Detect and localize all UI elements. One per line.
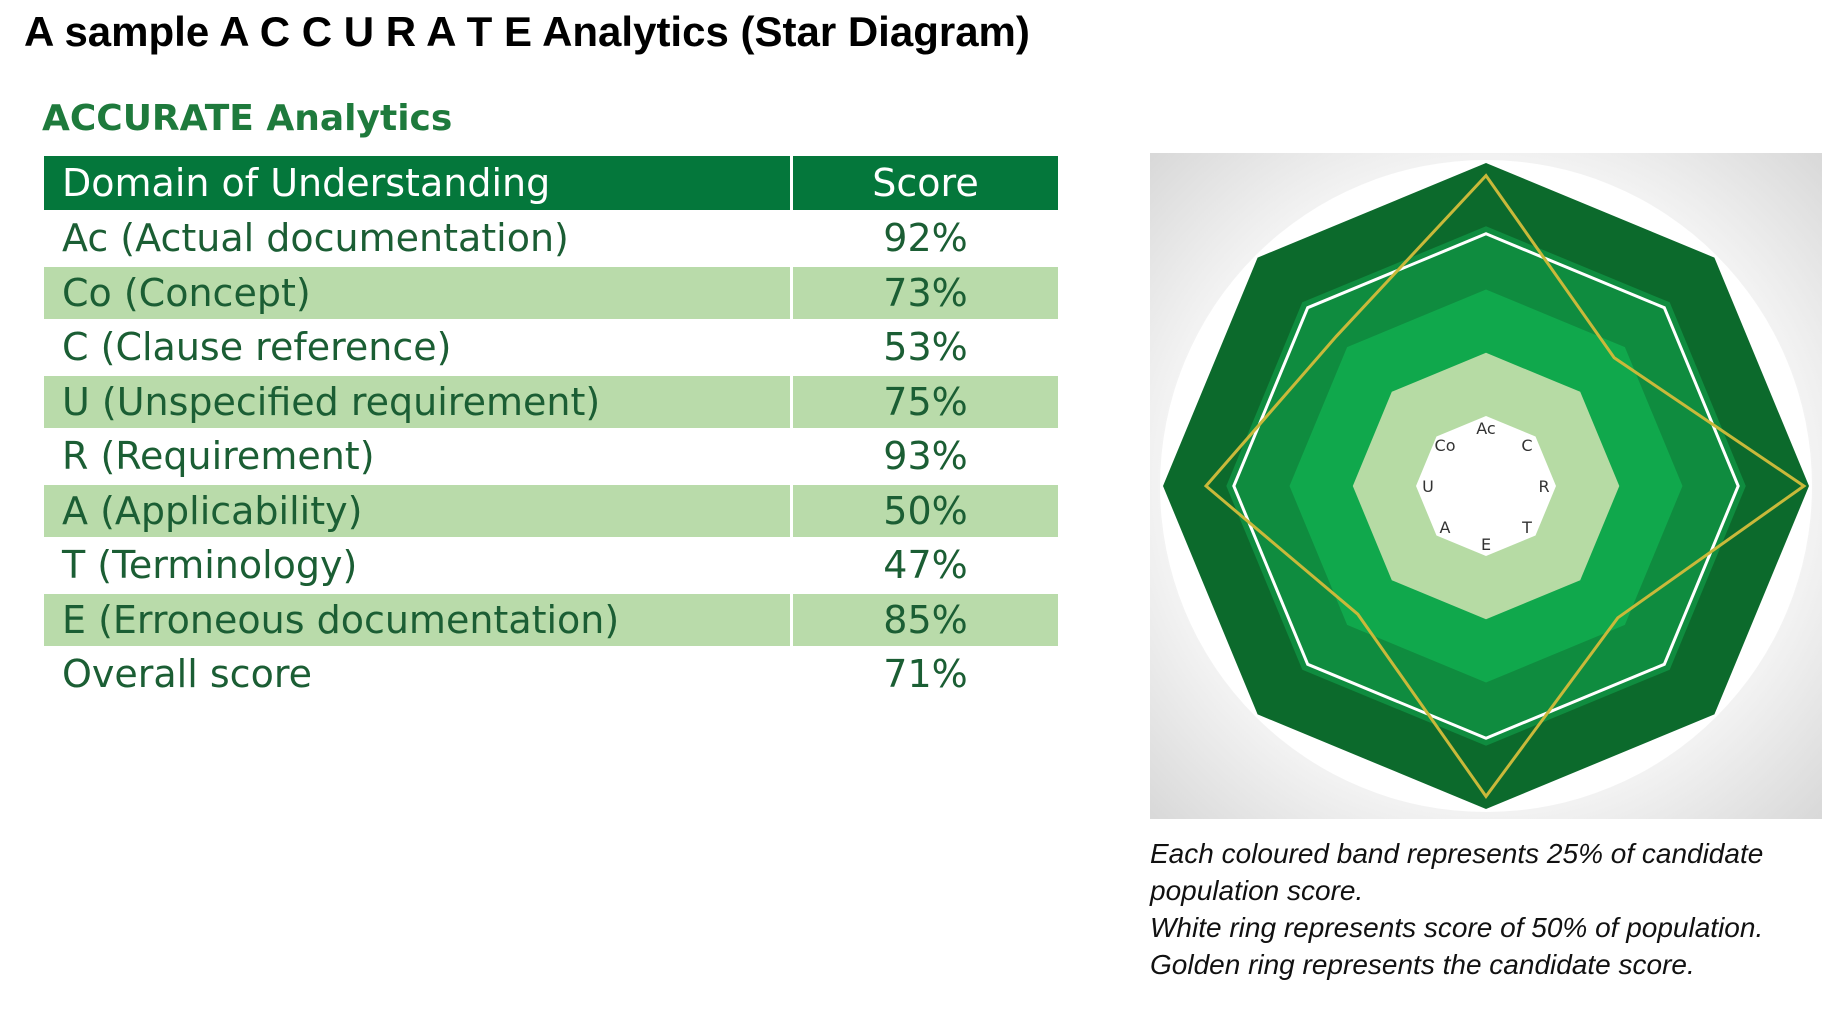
page-title: A sample A C C U R A T E Analytics (Star… <box>24 8 1030 55</box>
table-row-overall: Overall score 71% <box>44 647 1058 701</box>
score-cell: 85% <box>790 592 1058 647</box>
table-header-row: Domain of Understanding Score <box>44 155 1058 211</box>
caption-line: Golden ring represents the candidate sco… <box>1150 949 1695 980</box>
domain-cell: C (Clause reference) <box>62 325 452 370</box>
score-cell: 92% <box>790 211 1058 266</box>
score-cell: 75% <box>790 374 1058 429</box>
score-cell: 53% <box>790 320 1058 375</box>
caption-line: population score. <box>1150 875 1364 906</box>
domain-cell: A (Applicability) <box>44 483 792 538</box>
table-row: A (Applicability) 50% <box>44 483 1058 538</box>
table-row: C (Clause reference) 53% <box>44 320 1058 375</box>
domain-cell: T (Terminology) <box>62 543 358 588</box>
header-domain: Domain of Understanding <box>44 155 792 211</box>
header-score: Score <box>790 155 1058 211</box>
axis-label-c: C <box>1521 436 1532 455</box>
score-cell: 93% <box>790 429 1058 484</box>
caption-line: Each coloured band represents 25% of can… <box>1150 838 1764 869</box>
axis-label-e: E <box>1481 535 1491 554</box>
chart-caption: Each coloured band represents 25% of can… <box>1150 835 1840 983</box>
axis-label-u: U <box>1422 477 1434 496</box>
section-title: ACCURATE Analytics <box>42 98 453 139</box>
table-row: R (Requirement) 93% <box>44 429 1058 484</box>
score-cell: 71% <box>790 647 1058 701</box>
domain-cell: Overall score <box>62 652 312 697</box>
axis-label-a: A <box>1440 518 1451 537</box>
axis-label-ac: Ac <box>1476 419 1495 438</box>
table-row: U (Unspecified requirement) 75% <box>44 374 1058 429</box>
table-row: T (Terminology) 47% <box>44 538 1058 593</box>
score-cell: 73% <box>790 265 1058 320</box>
table-row: E (Erroneous documentation) 85% <box>44 592 1058 647</box>
score-table: Domain of Understanding Score Ac (Actual… <box>44 154 1058 701</box>
domain-cell: Ac (Actual documentation) <box>62 216 569 261</box>
chart-center <box>1416 416 1556 556</box>
star-diagram: Ac C R T E A U Co <box>1150 153 1822 819</box>
domain-cell: Co (Concept) <box>44 265 792 320</box>
score-cell: 47% <box>790 538 1058 593</box>
caption-line: White ring represents score of 50% of po… <box>1150 912 1764 943</box>
table-row: Ac (Actual documentation) 92% <box>44 211 1058 266</box>
domain-cell: U (Unspecified requirement) <box>44 374 792 429</box>
axis-label-r: R <box>1538 477 1549 496</box>
domain-cell: E (Erroneous documentation) <box>44 592 792 647</box>
axis-label-t: T <box>1521 518 1532 537</box>
axis-label-co: Co <box>1435 436 1456 455</box>
population-median-ring <box>1232 232 1740 740</box>
domain-cell: R (Requirement) <box>62 434 375 479</box>
star-diagram-svg: Ac C R T E A U Co <box>1150 153 1822 819</box>
score-cell: 50% <box>790 483 1058 538</box>
table-row: Co (Concept) 73% <box>44 265 1058 320</box>
